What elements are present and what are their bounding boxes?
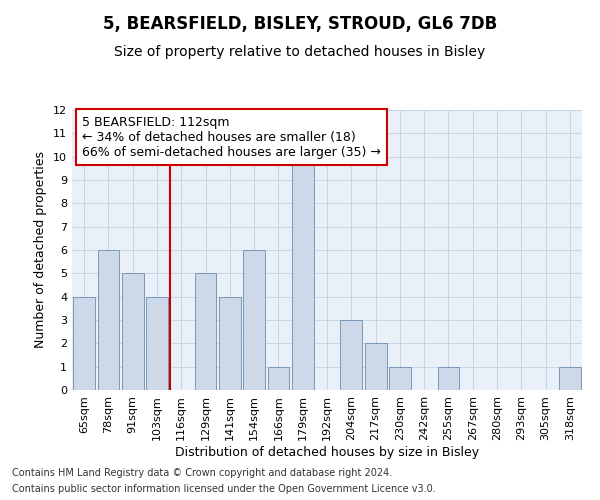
Bar bbox=[389, 366, 411, 390]
Bar bbox=[97, 250, 119, 390]
Bar bbox=[365, 344, 386, 390]
Bar bbox=[268, 366, 289, 390]
Text: 5, BEARSFIELD, BISLEY, STROUD, GL6 7DB: 5, BEARSFIELD, BISLEY, STROUD, GL6 7DB bbox=[103, 15, 497, 33]
Bar bbox=[437, 366, 460, 390]
Bar bbox=[73, 296, 95, 390]
Bar bbox=[559, 366, 581, 390]
Bar bbox=[146, 296, 168, 390]
Bar bbox=[219, 296, 241, 390]
Text: Contains HM Land Registry data © Crown copyright and database right 2024.: Contains HM Land Registry data © Crown c… bbox=[12, 468, 392, 477]
Bar bbox=[340, 320, 362, 390]
Text: 5 BEARSFIELD: 112sqm
← 34% of detached houses are smaller (18)
66% of semi-detac: 5 BEARSFIELD: 112sqm ← 34% of detached h… bbox=[82, 116, 381, 158]
Bar bbox=[243, 250, 265, 390]
Y-axis label: Number of detached properties: Number of detached properties bbox=[34, 152, 47, 348]
Text: Size of property relative to detached houses in Bisley: Size of property relative to detached ho… bbox=[115, 45, 485, 59]
Bar bbox=[194, 274, 217, 390]
Bar bbox=[122, 274, 143, 390]
Text: Contains public sector information licensed under the Open Government Licence v3: Contains public sector information licen… bbox=[12, 484, 436, 494]
Bar bbox=[292, 156, 314, 390]
X-axis label: Distribution of detached houses by size in Bisley: Distribution of detached houses by size … bbox=[175, 446, 479, 458]
